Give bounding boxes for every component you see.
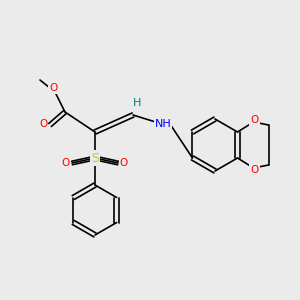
Text: O: O <box>39 119 47 129</box>
Text: O: O <box>120 158 128 168</box>
Text: NH: NH <box>154 119 171 129</box>
Text: O: O <box>62 158 70 168</box>
Text: O: O <box>49 83 57 93</box>
Text: S: S <box>91 152 99 164</box>
Text: O: O <box>250 165 259 175</box>
Text: H: H <box>133 98 141 108</box>
Text: O: O <box>250 115 259 125</box>
